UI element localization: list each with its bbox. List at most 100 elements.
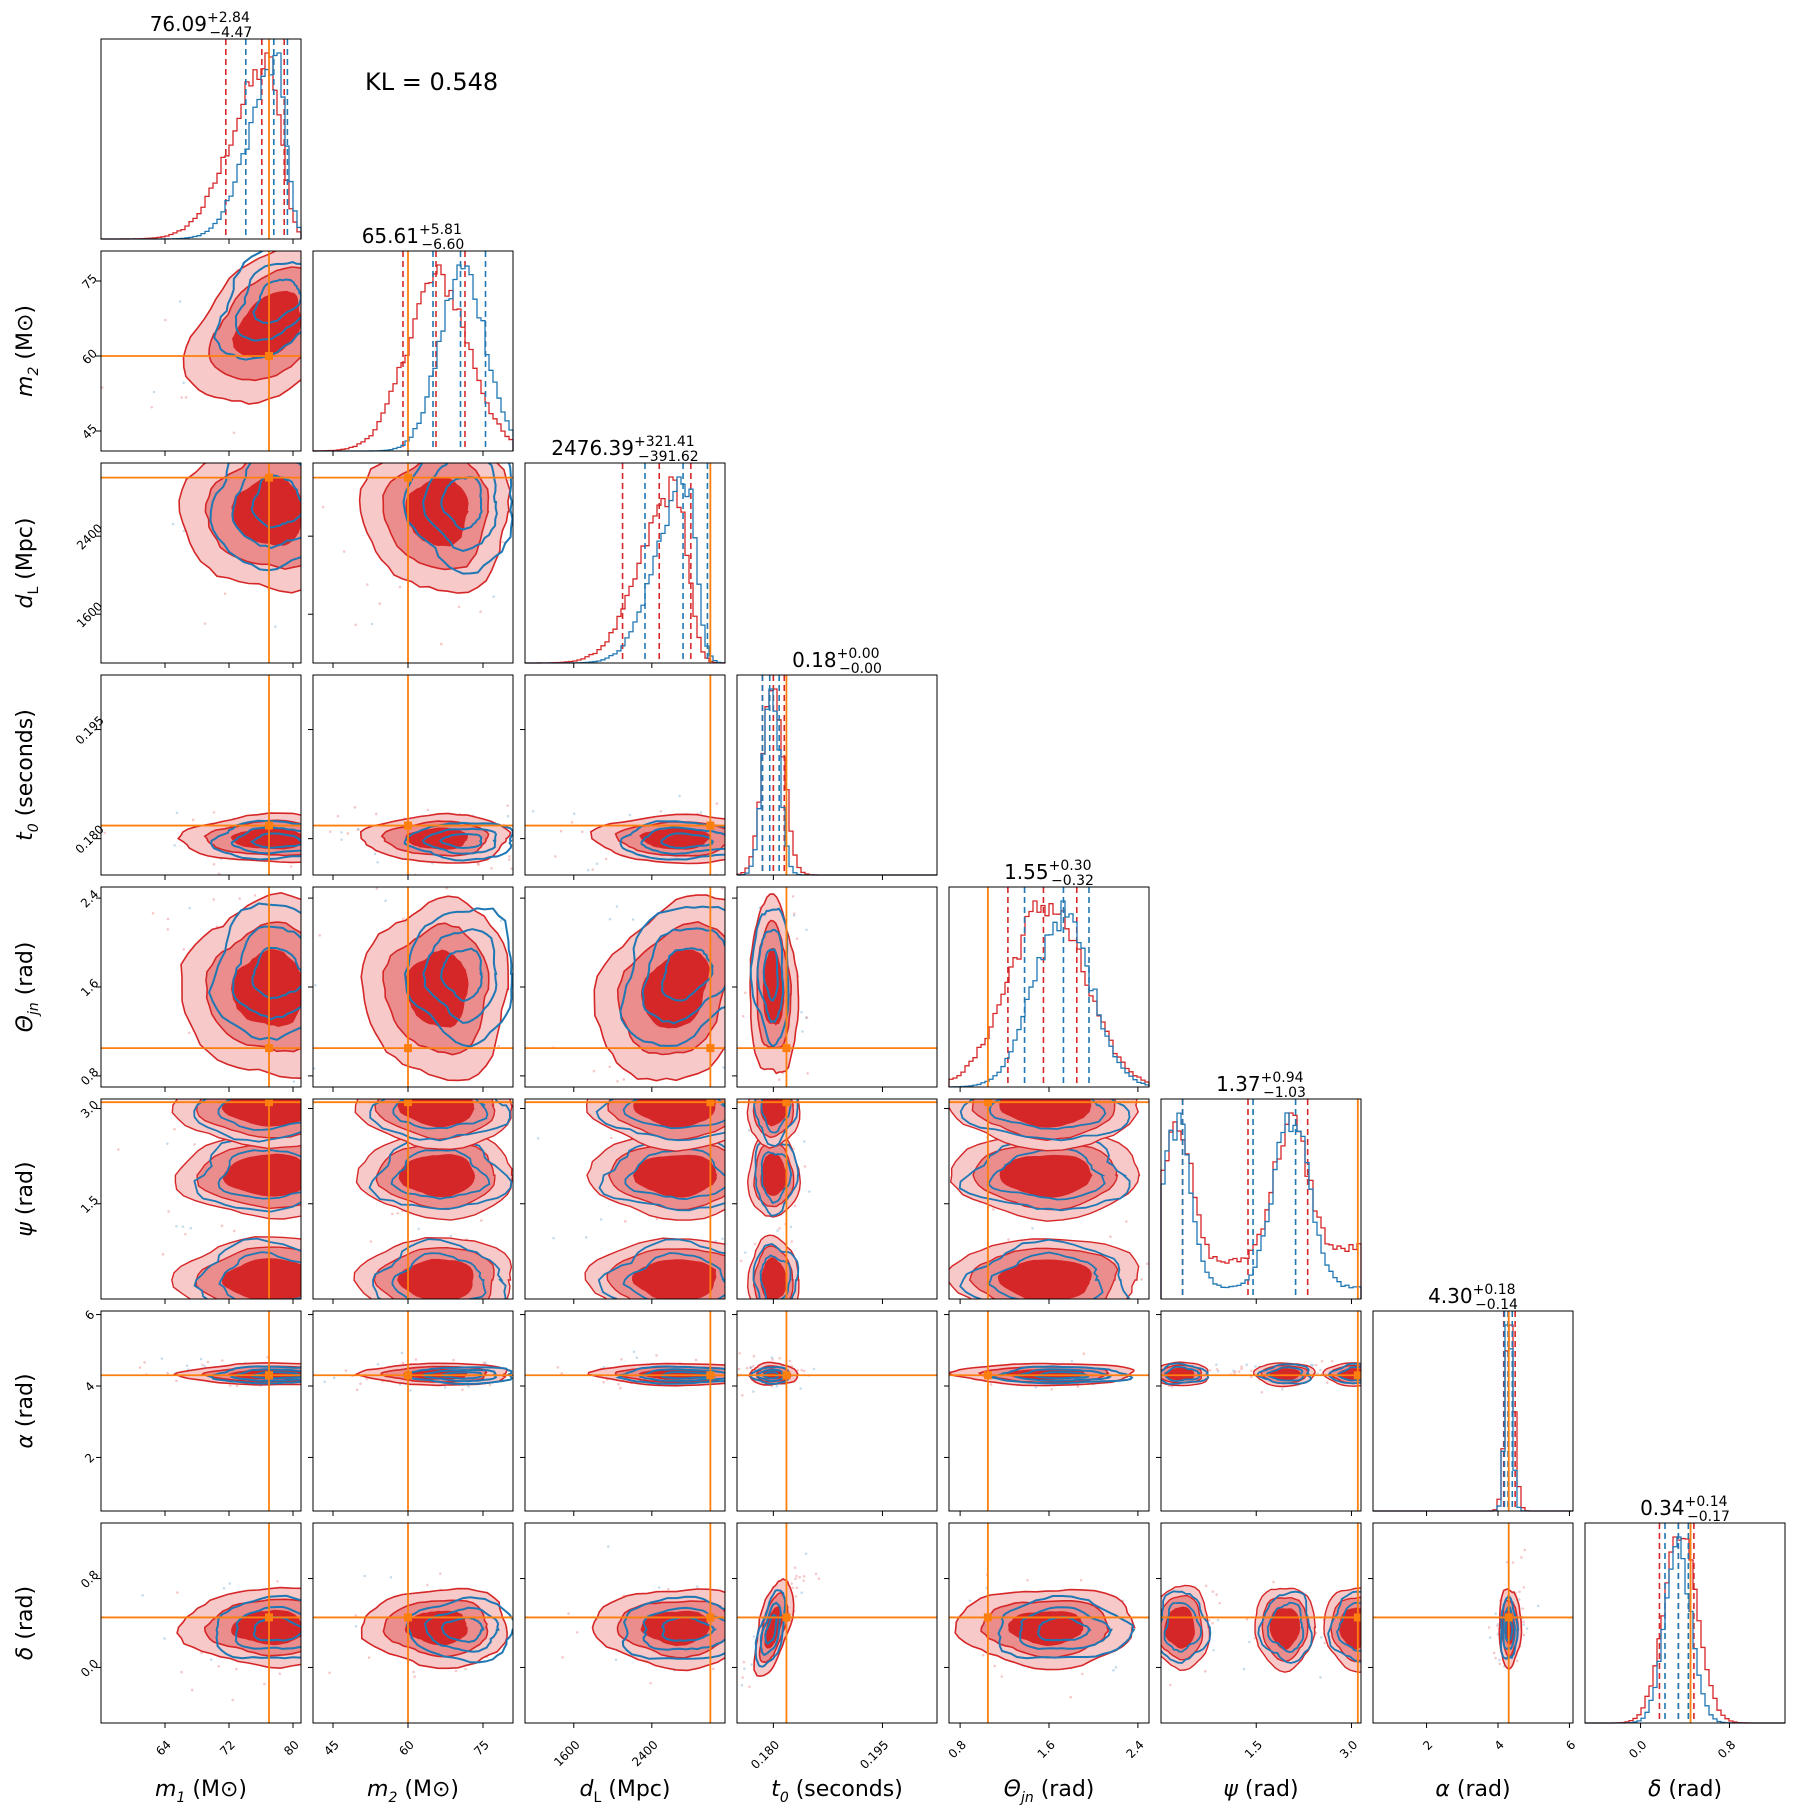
sample-point (352, 1333, 355, 1336)
sample-point (354, 1659, 357, 1662)
sample-point (595, 862, 599, 866)
sample-point (476, 862, 480, 865)
sample-point (1254, 1365, 1257, 1368)
sample-point (586, 868, 590, 872)
sample-point (363, 1574, 366, 1578)
panel-frame (312, 674, 514, 876)
truth-marker (1353, 1371, 1361, 1380)
truth-marker (706, 1371, 715, 1380)
sample-point (185, 1364, 189, 1367)
sample-point (206, 1360, 210, 1364)
sample-point (1218, 1601, 1221, 1605)
x-tick-label: 72 (217, 1738, 238, 1759)
sample-point (221, 1359, 224, 1362)
diag-panel-alpha: 4.30+0.18 −0.14 (1372, 1282, 1574, 1512)
truth-marker (1504, 1613, 1513, 1622)
sample-point (228, 1384, 232, 1387)
sample-point (325, 307, 328, 310)
sample-point (800, 1271, 803, 1274)
sample-point (507, 858, 511, 861)
sample-point (764, 802, 767, 805)
sample-point (792, 914, 796, 917)
sample-point (164, 318, 167, 322)
sample-point (212, 863, 216, 866)
histogram-red (1160, 1112, 1362, 1299)
sample-point (313, 339, 316, 342)
blue-contour-lobe (760, 1151, 793, 1205)
sample-point (190, 1688, 194, 1692)
panel-frame (1584, 1522, 1786, 1724)
sample-point (334, 893, 337, 896)
sample-point (806, 1072, 809, 1075)
sample-point (454, 1669, 458, 1673)
sample-point (742, 1660, 746, 1664)
sample-point (468, 452, 471, 455)
histogram-blue (313, 264, 514, 452)
sample-point (373, 852, 377, 856)
sample-point (739, 1259, 743, 1263)
sample-point (615, 905, 619, 908)
panel-delta-vs-t0 (736, 1522, 938, 1724)
sample-point (160, 1357, 164, 1360)
blue-contour-3 (440, 476, 483, 531)
sample-point (743, 1372, 746, 1375)
sample-point (1215, 1363, 1218, 1366)
sample-point (632, 1350, 636, 1354)
blue-contour-lobe (988, 1099, 1107, 1130)
sample-point (376, 861, 379, 864)
panel-alpha-vs-m1 (100, 1310, 310, 1512)
sample-point (400, 1351, 404, 1355)
sample-point (748, 807, 751, 810)
truth-marker (404, 821, 412, 830)
sample-point (655, 1217, 659, 1221)
sample-point (370, 622, 374, 626)
truth-marker (404, 473, 412, 482)
sample-point (235, 1384, 239, 1388)
sample-point (619, 1386, 622, 1390)
sample-point (623, 1220, 627, 1223)
sample-point (1382, 1359, 1385, 1362)
truth-marker (265, 1371, 273, 1380)
x-tick-label: 2 (1420, 1738, 1435, 1753)
blue-contour-2 (231, 925, 301, 1021)
sample-point (307, 1378, 310, 1381)
sample-point (1325, 1381, 1329, 1385)
blue-contour-1 (402, 463, 513, 575)
blue-contour-lobe (1336, 1601, 1361, 1653)
sample-point (592, 1069, 596, 1073)
sample-point (751, 1645, 754, 1648)
sample-point (1170, 1385, 1174, 1389)
sample-point (1316, 1372, 1319, 1375)
sample-point (330, 844, 333, 847)
sample-point (556, 1366, 560, 1369)
x-tick-label: 4 (1492, 1738, 1507, 1753)
sample-point (327, 463, 330, 466)
blue-contour-2 (422, 463, 498, 553)
red-contour-lobe (397, 1099, 475, 1128)
sample-point (337, 831, 340, 834)
sample-point (739, 1607, 742, 1610)
panel-alpha-vs-m2 (312, 1310, 514, 1512)
blue-contour-lobe (624, 1148, 725, 1201)
sample-point (285, 447, 288, 450)
sample-point (741, 1014, 745, 1018)
sample-point (591, 868, 595, 871)
truth-marker (404, 1613, 412, 1622)
sample-point (739, 1070, 742, 1073)
y-axis-label-delta: δ (rad) (13, 1586, 38, 1660)
sample-point (800, 1591, 803, 1594)
panel-delta-vs-m1 (100, 1522, 357, 1724)
sample-point (340, 831, 343, 834)
sample-point (173, 844, 177, 847)
sample-point (304, 1370, 307, 1373)
sample-point (1309, 1363, 1313, 1367)
sample-point (748, 1685, 751, 1689)
sample-point (1253, 1636, 1256, 1640)
panel-content (525, 887, 802, 1087)
blue-contour-2 (421, 827, 498, 855)
panel-theta-vs-t0 (736, 807, 938, 1088)
sample-point (749, 1366, 753, 1369)
sample-point (1498, 1658, 1501, 1662)
sample-point (231, 1698, 235, 1702)
sample-point (799, 951, 802, 954)
